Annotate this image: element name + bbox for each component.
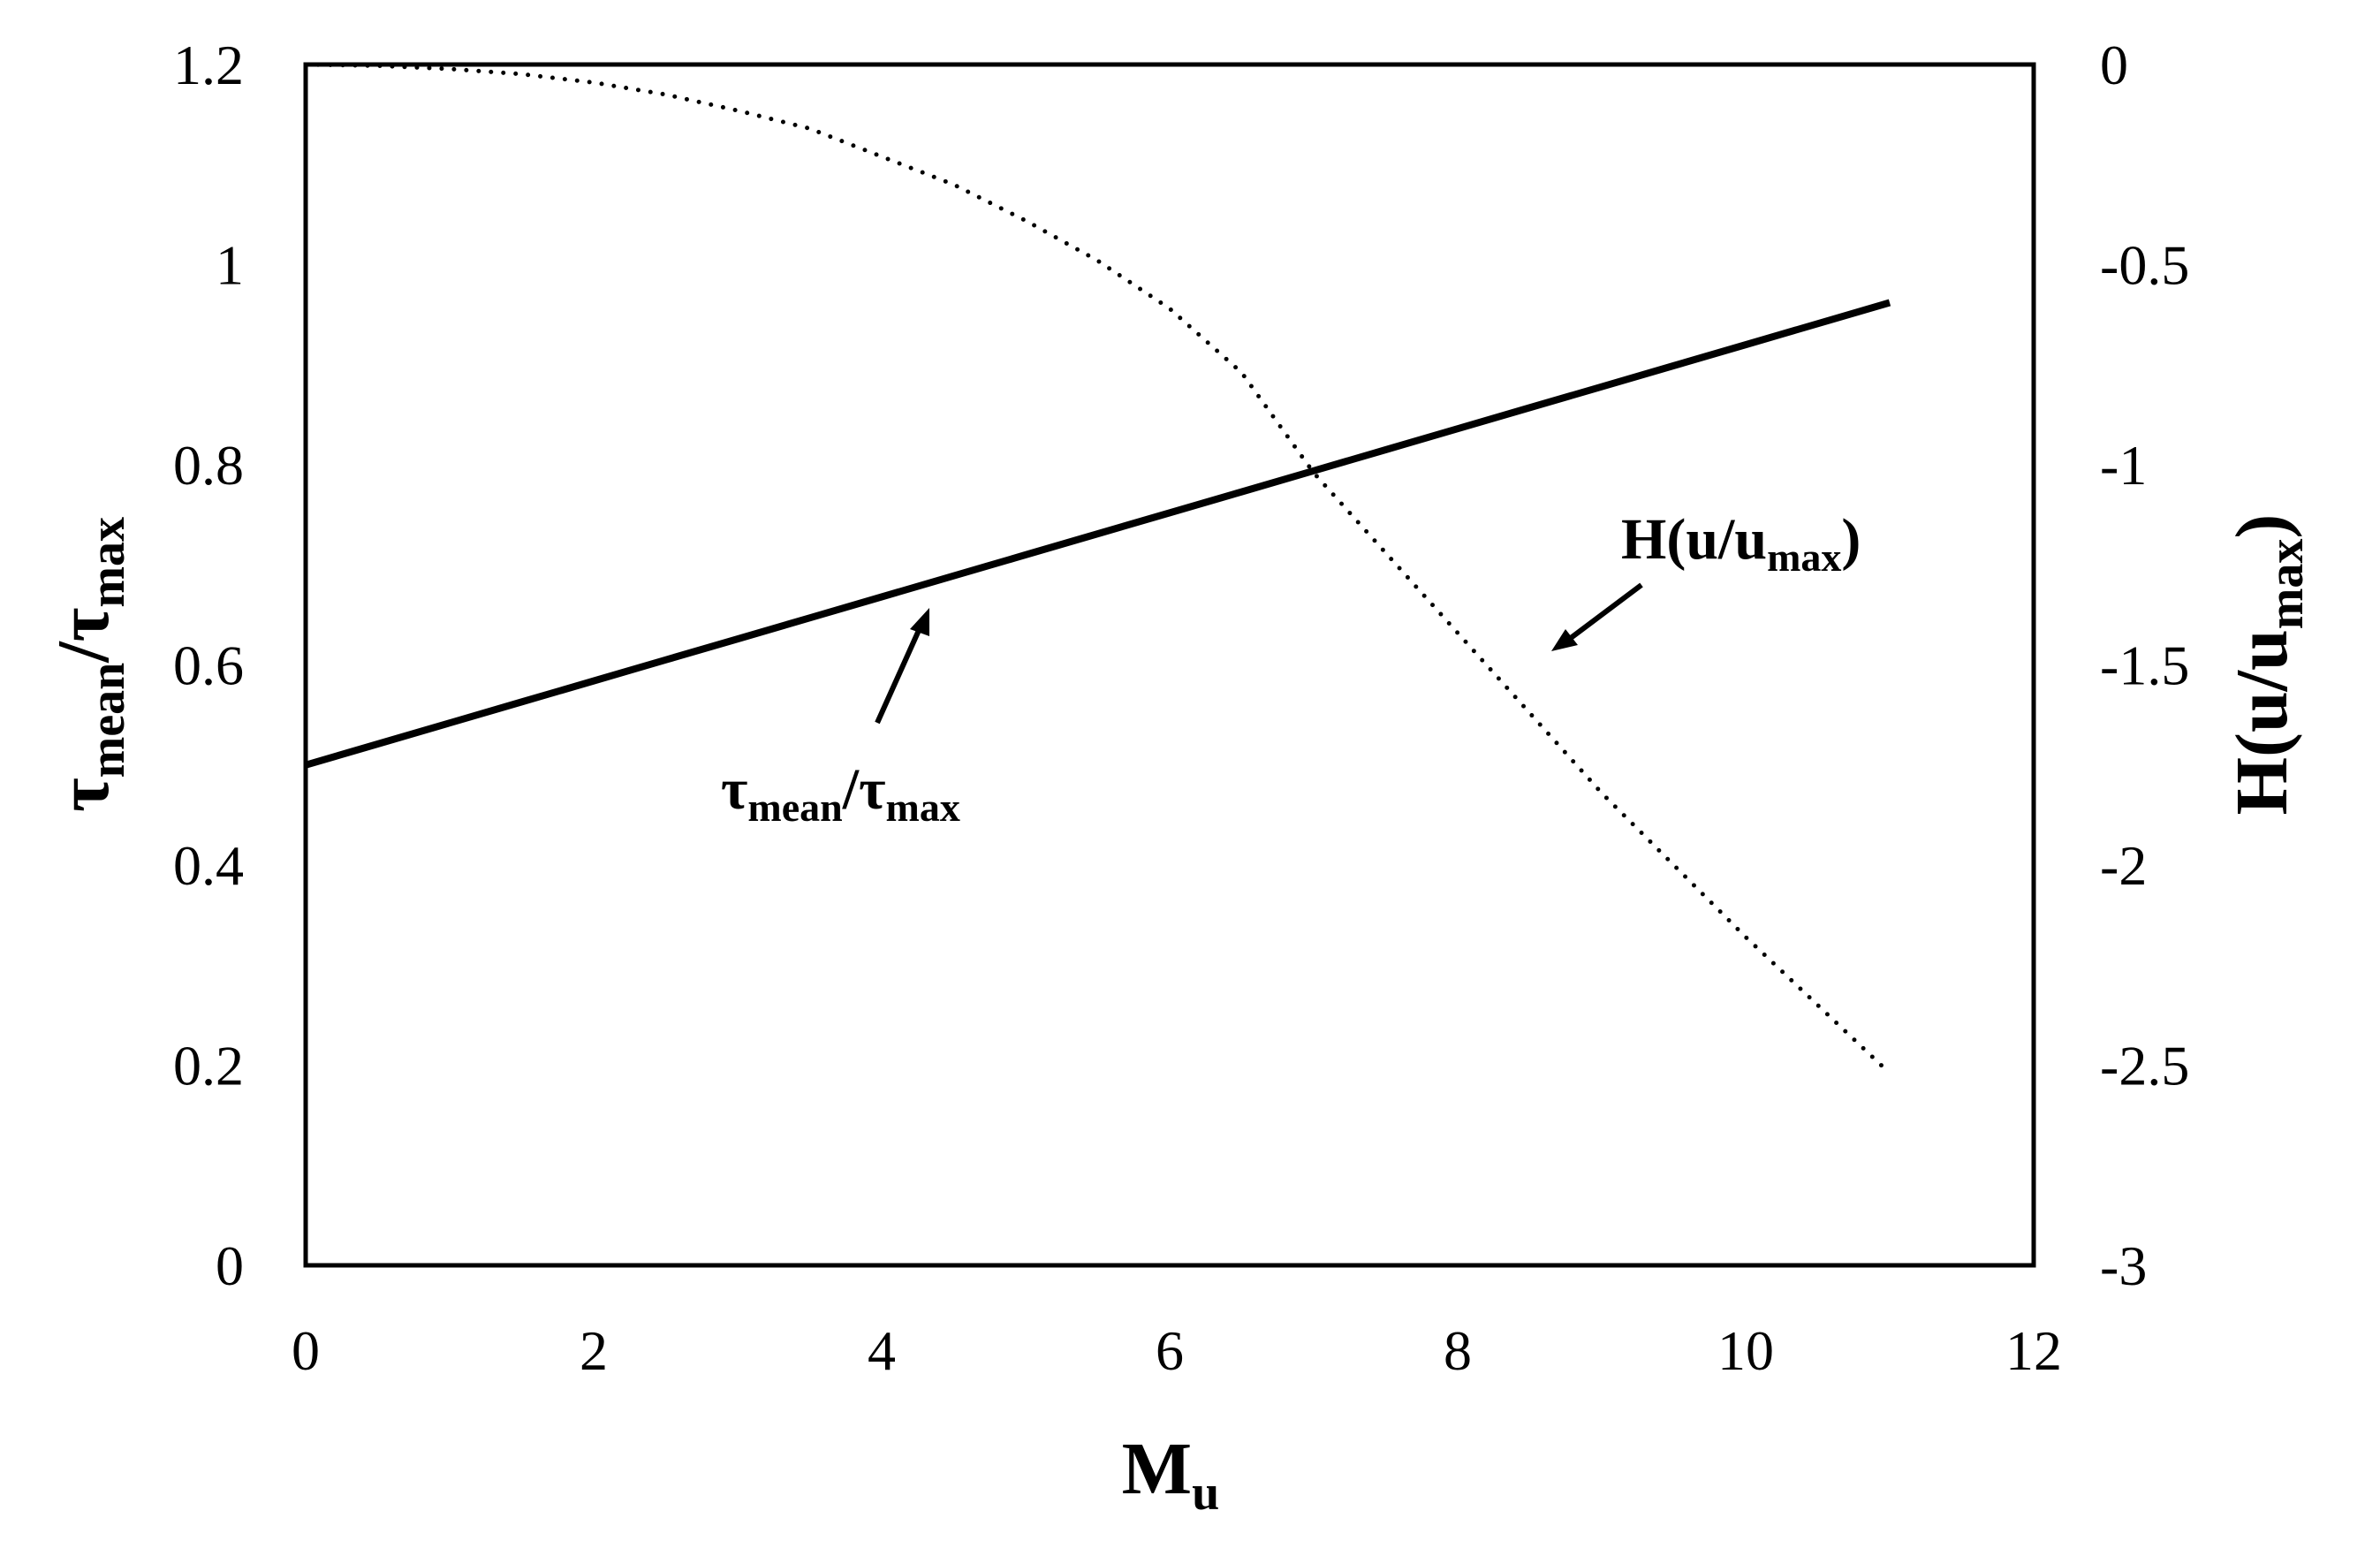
tau-annotation-separator: /τ: [842, 757, 886, 822]
right-tick-label: -1: [2100, 434, 2147, 497]
right-axis-label: H(u/umax): [2221, 514, 2314, 816]
tau-ratio-line: [304, 299, 1891, 769]
right-tick-label: 0: [2100, 34, 2128, 96]
x-tick-label: 10: [1717, 1319, 1774, 1382]
right-axis-label-main: H(u/u: [2221, 629, 2303, 815]
tau-annotation-arrow: [875, 617, 927, 725]
tau-annotation-sub-mean: mean: [747, 785, 842, 830]
x-tick-label: 8: [1444, 1319, 1472, 1382]
tau-series-annotation: τmean/τmax: [721, 757, 960, 830]
h-arrow-head: [1551, 629, 1578, 651]
right-axis-label-sub: max: [2259, 539, 2314, 630]
x-axis-ticks: 0 2 4 6 8 10 12: [292, 1319, 2062, 1382]
left-axis-ticks: 0 0.2 0.4 0.6 0.8 1 1.2: [173, 34, 244, 1297]
left-axis-label-sub-max: max: [80, 517, 135, 608]
right-tick-label: -2.5: [2100, 1035, 2189, 1097]
h-series-annotation: H(u/umax): [1621, 507, 1861, 580]
x-axis-label-main: M: [1122, 1428, 1192, 1510]
left-axis-label: τmean/τmax: [42, 517, 135, 812]
x-tick-label: 6: [1156, 1319, 1184, 1382]
tau-arrow-head: [910, 608, 929, 636]
x-tick-label: 4: [868, 1319, 896, 1382]
right-axis-label-end: ): [2221, 514, 2303, 539]
left-tick-label: 0: [216, 1234, 244, 1297]
left-axis-label-separator: /τ: [42, 608, 125, 664]
tau-annotation-main: τ: [721, 757, 747, 822]
right-axis-ticks: -3 -2.5 -2 -1.5 -1 -0.5 0: [2100, 34, 2189, 1297]
tau-annotation-sub-max: max: [886, 785, 960, 830]
h-curve-line: [303, 62, 1892, 1076]
left-tick-label: 0.2: [173, 1035, 244, 1097]
right-tick-label: -2: [2100, 834, 2147, 897]
left-tick-label: 0.4: [173, 834, 244, 897]
right-tick-label: -1.5: [2100, 634, 2189, 697]
left-tick-label: 0.6: [173, 634, 244, 697]
h-annotation-end: ): [1841, 507, 1861, 572]
left-axis-label-sub-mean: mean: [80, 663, 135, 778]
left-tick-label: 0.8: [173, 434, 244, 497]
left-tick-label: 1.2: [173, 34, 244, 96]
right-tick-label: -3: [2100, 1234, 2147, 1297]
x-tick-label: 0: [292, 1319, 320, 1382]
left-tick-label: 1: [216, 234, 244, 297]
plot-area-frame: [303, 62, 2036, 1268]
h-annotation-sub: max: [1767, 535, 1841, 580]
h-annotation-arrow: [1562, 582, 1643, 646]
right-tick-label: -0.5: [2100, 234, 2189, 297]
h-annotation-main: H(u/u: [1621, 507, 1767, 572]
x-axis-label: Mu: [1122, 1428, 1219, 1521]
plot-series: [303, 62, 1892, 1076]
x-tick-label: 12: [2005, 1319, 2062, 1382]
x-axis-label-sub: u: [1192, 1466, 1219, 1521]
x-tick-label: 2: [580, 1319, 608, 1382]
left-axis-label-main: τ: [42, 778, 125, 812]
